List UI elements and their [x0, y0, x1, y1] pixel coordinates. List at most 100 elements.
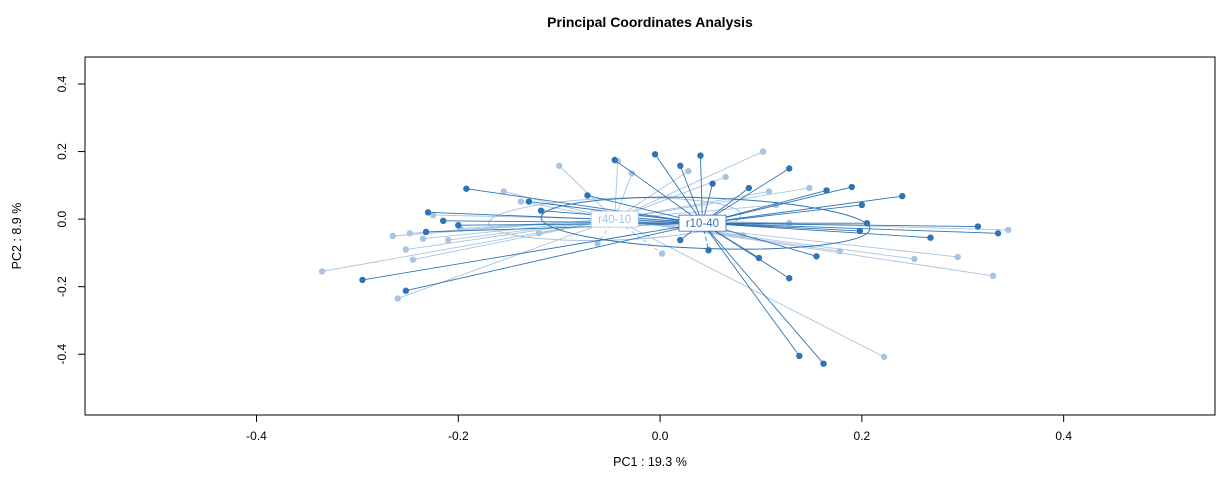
sample-point-r40-10 — [759, 148, 767, 155]
sample-point-r40-10 — [406, 230, 414, 237]
sample-point-r10-40 — [439, 217, 447, 225]
spider-spoke-r10-40 — [428, 211, 703, 224]
sample-point-r10-40 — [863, 219, 871, 227]
sample-point-r10-40 — [848, 183, 855, 191]
x-tick-label: -0.2 — [448, 429, 469, 443]
spider-spoke-r10-40 — [466, 188, 703, 224]
sample-point-r10-40 — [651, 151, 659, 158]
spider-spoke-r40-10 — [460, 218, 615, 230]
spider-spoke-r10-40 — [702, 222, 800, 357]
spider-spoke-r10-40 — [702, 223, 709, 251]
sample-point-r10-40 — [611, 156, 618, 164]
sample-point-r10-40 — [745, 184, 753, 192]
sample-point-r10-40 — [823, 187, 830, 194]
x-tick-label: 0.0 — [652, 429, 669, 443]
spider-spoke-r10-40 — [362, 222, 703, 281]
spider-spoke-r10-40 — [426, 222, 703, 233]
sample-point-r40-10 — [1004, 226, 1012, 234]
sample-point-r40-10 — [445, 236, 452, 244]
sample-point-r40-10 — [658, 250, 666, 257]
x-tick-label: 0.2 — [854, 429, 871, 443]
sample-point-r10-40 — [705, 246, 712, 254]
sample-point-r40-10 — [954, 253, 961, 261]
centroid-label-box-r40-10 — [590, 210, 639, 228]
x-tick-label: -0.4 — [246, 429, 267, 443]
sample-point-r10-40 — [858, 201, 866, 209]
sample-point-r40-10 — [911, 255, 918, 263]
sample-point-r40-10 — [836, 247, 843, 255]
sample-point-r40-10 — [806, 184, 813, 192]
spider-spoke-r40-10 — [614, 151, 764, 220]
sample-point-r40-10 — [765, 188, 773, 195]
sample-point-r10-40 — [584, 192, 591, 199]
sample-point-r40-10 — [685, 167, 692, 175]
spider-spoke-r40-10 — [614, 160, 619, 220]
sample-point-r40-10 — [517, 198, 525, 205]
spider-spoke-r40-10 — [405, 218, 615, 250]
sample-point-r10-40 — [359, 276, 366, 284]
sample-point-r10-40 — [402, 287, 410, 294]
spider-spoke-r40-10 — [397, 218, 615, 299]
sample-point-r10-40 — [755, 254, 763, 262]
spider-spoke-r10-40 — [443, 220, 703, 224]
spider-spoke-r10-40 — [654, 154, 703, 224]
spider-spoke-r10-40 — [702, 222, 999, 234]
spider-spoke-r10-40 — [702, 222, 931, 239]
plot-border — [84, 56, 1216, 416]
sample-point-r40-10 — [555, 162, 563, 169]
sample-point-r10-40 — [994, 230, 1002, 237]
centroid-label-r40-10: r40-10 — [598, 214, 631, 226]
sample-point-r10-40 — [899, 192, 906, 200]
sample-point-r40-10 — [722, 173, 729, 181]
spider-spoke-r10-40 — [458, 222, 703, 226]
sample-point-r10-40 — [796, 352, 803, 360]
y-tick-label: 0.2 — [55, 143, 69, 160]
sample-point-r10-40 — [709, 180, 716, 187]
y-axis-label: PC2 : 8.9 % — [10, 202, 24, 270]
centroid-label-box-r10-40 — [678, 214, 727, 232]
sample-point-r10-40 — [537, 207, 545, 214]
y-tick-label: 0.0 — [55, 210, 69, 227]
y-tick-label: 0.4 — [55, 75, 69, 92]
sample-point-r10-40 — [677, 236, 684, 244]
spider-spoke-r10-40 — [702, 222, 978, 227]
sample-point-r40-10 — [429, 211, 437, 219]
sample-point-r10-40 — [786, 165, 793, 172]
spider-spoke-r40-10 — [614, 218, 958, 258]
spider-spoke-r10-40 — [702, 168, 790, 224]
sample-point-r40-10 — [989, 272, 997, 280]
group-ellipse-r40-10 — [488, 197, 742, 241]
sample-point-r10-40 — [422, 228, 430, 236]
sample-point-r10-40 — [813, 253, 820, 260]
spider-spoke-r10-40 — [679, 165, 703, 224]
sample-point-r10-40 — [697, 152, 704, 159]
sample-point-r10-40 — [927, 234, 934, 241]
chart-title: Principal Coordinates Analysis — [547, 14, 753, 30]
sample-point-r40-10 — [394, 295, 401, 302]
sample-point-r40-10 — [628, 170, 636, 177]
spider-spoke-r10-40 — [405, 222, 703, 292]
sample-point-r40-10 — [880, 353, 888, 361]
spider-spoke-r40-10 — [448, 218, 615, 241]
y-tick-label: -0.4 — [55, 344, 69, 365]
spider-spoke-r10-40 — [702, 222, 824, 364]
spider-spoke-r10-40 — [699, 155, 703, 224]
sample-point-r10-40 — [786, 275, 793, 282]
sample-point-r40-10 — [389, 232, 396, 240]
sample-point-r40-10 — [409, 256, 417, 263]
spider-spoke-r10-40 — [614, 159, 703, 224]
spider-spoke-r40-10 — [614, 187, 810, 220]
spider-spoke-r10-40 — [702, 204, 862, 224]
sample-point-r40-10 — [535, 230, 543, 237]
centroid-label-r10-40: r10-40 — [686, 218, 719, 230]
sample-point-r10-40 — [455, 221, 462, 229]
y-tick-label: -0.2 — [55, 276, 69, 297]
sample-point-r10-40 — [677, 162, 684, 169]
spider-spoke-r40-10 — [614, 218, 915, 260]
x-tick-label: 0.4 — [1055, 429, 1072, 443]
spider-spoke-r40-10 — [614, 204, 777, 220]
sample-point-r10-40 — [424, 209, 432, 216]
sample-point-r40-10 — [402, 246, 410, 253]
